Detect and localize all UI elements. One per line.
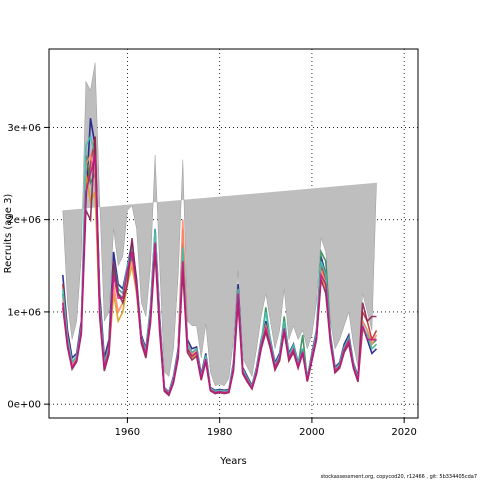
y-tick-label: 3e+06 [7,123,41,134]
y-axis: 0e+00 1e+06 2e+06 3e+06 [7,123,49,411]
x-tick-label: 2000 [299,427,324,438]
confidence-band-area [62,62,377,387]
plot-frame [48,48,419,419]
x-axis-label: Years [219,456,246,467]
x-tick-label: 2020 [391,427,416,438]
x-tick-label: 1980 [207,427,232,438]
y-tick-label: 0e+00 [7,400,41,411]
series-lines [62,118,378,397]
y-tick-label: 2e+06 [7,215,41,226]
y-tick-label: 1e+06 [7,307,41,318]
series-line-8 [62,154,377,396]
x-axis: 1960 1980 2000 2020 [115,418,417,438]
footer-credit: stockassessment.org, copycod20, r12466 ,… [320,474,477,480]
series-line-7 [62,136,377,397]
confidence-band [62,62,377,387]
y-axis-label: Recruits (age 3) [3,194,14,274]
x-tick-label: 1960 [115,427,140,438]
